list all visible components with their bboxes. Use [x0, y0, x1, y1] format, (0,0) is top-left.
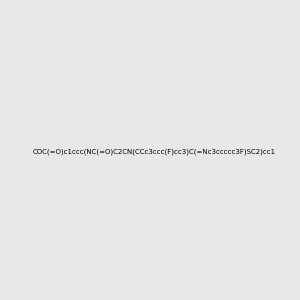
Text: COC(=O)c1ccc(NC(=O)C2CN(CCc3ccc(F)cc3)C(=Nc3ccccc3F)SC2)cc1: COC(=O)c1ccc(NC(=O)C2CN(CCc3ccc(F)cc3)C(… [32, 148, 275, 155]
